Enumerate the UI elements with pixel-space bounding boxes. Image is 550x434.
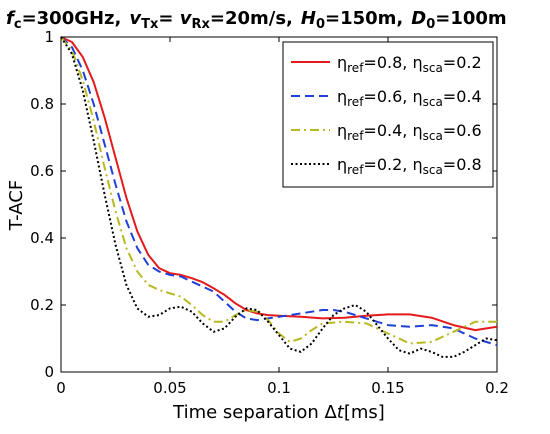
ticks-layer: 0 0.05 0.1 0.15 0.2 0 0.2 0.4 0.6 0.8 1 <box>30 28 509 397</box>
x-tick-label: 0.15 <box>371 379 404 397</box>
x-tick-label: 0.05 <box>153 379 186 397</box>
legend-box <box>282 41 494 188</box>
series-line-1 <box>60 36 498 332</box>
y-tick-label: 0.8 <box>30 95 54 113</box>
series-layer <box>60 36 498 358</box>
y-tick-label: 0 <box>44 363 54 381</box>
legend-label-2: ηref=0.6, ηsca=0.4 <box>337 87 482 109</box>
y-axis-label: T-ACF <box>6 180 27 231</box>
x-axis-label: Time separation Δt[ms] <box>172 402 385 423</box>
chart-title: fc=300GHz, vTx= vRx=20m/s, H0=150m, D0=100m <box>6 8 507 32</box>
x-tick-label: 0 <box>56 379 66 397</box>
legend-label-1: ηref=0.8, ηsca=0.2 <box>337 53 482 75</box>
legend-label-3: ηref=0.4, ηsca=0.6 <box>337 121 482 143</box>
x-tick-label: 0.1 <box>267 379 291 397</box>
y-tick-label: 0.4 <box>30 229 54 247</box>
series-line-4 <box>60 36 498 358</box>
y-tick-label: 0.2 <box>30 296 54 314</box>
y-tick-label: 1 <box>44 28 54 46</box>
legend: ηref=0.8, ηsca=0.2 ηref=0.6, ηsca=0.4 ηref… <box>282 41 494 188</box>
series-line-2 <box>60 36 498 347</box>
x-tick-label: 0.2 <box>485 379 509 397</box>
series-line-3 <box>60 36 497 345</box>
legend-label-4: ηref=0.2, ηsca=0.8 <box>337 155 482 177</box>
y-tick-label: 0.6 <box>30 162 54 180</box>
